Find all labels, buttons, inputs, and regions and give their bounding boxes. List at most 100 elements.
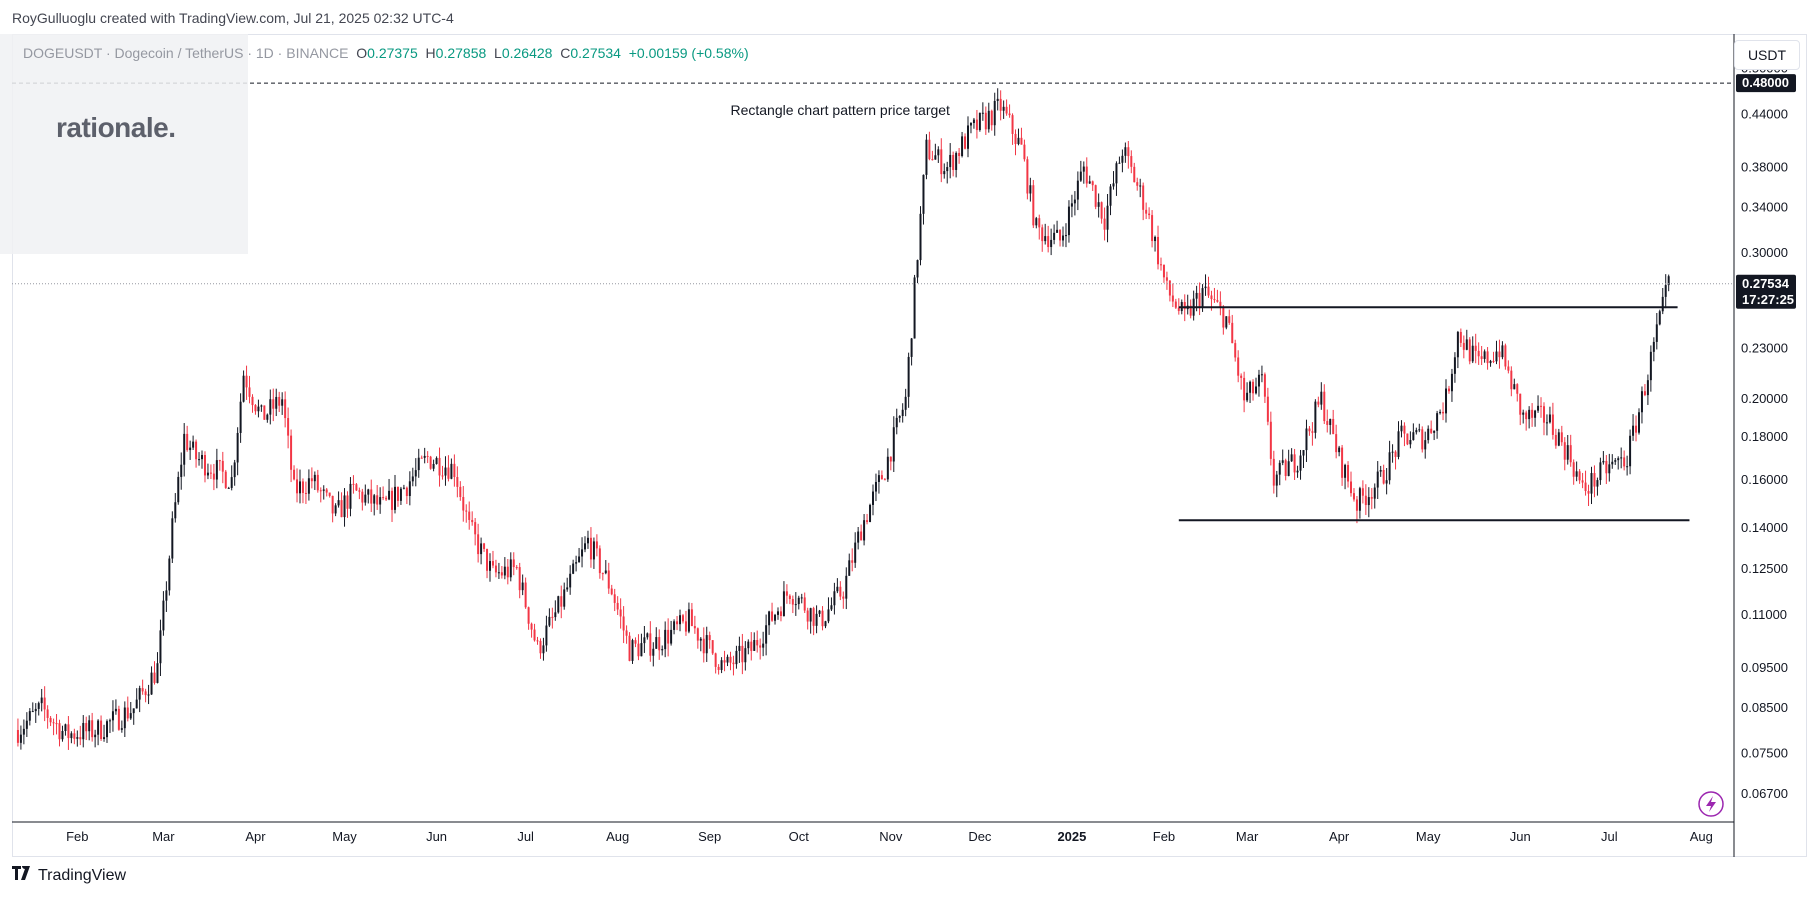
- candle-body: [589, 537, 592, 560]
- candle-body: [827, 609, 830, 622]
- candle-body: [631, 640, 634, 661]
- candle-body: [782, 591, 785, 617]
- candle-body: [1088, 181, 1091, 184]
- candle-body: [1237, 357, 1240, 376]
- candle-body: [527, 607, 530, 624]
- candle-body: [964, 136, 967, 149]
- candle-body: [533, 629, 536, 641]
- currency-button[interactable]: USDT: [1734, 40, 1800, 70]
- candle-body: [711, 640, 714, 654]
- candle-body: [1127, 147, 1130, 157]
- candle-body: [1157, 236, 1160, 265]
- candle-body: [1281, 460, 1284, 463]
- candle-body: [1605, 460, 1608, 474]
- candle-body: [690, 609, 693, 627]
- candle-body: [542, 645, 545, 654]
- candle-body: [1124, 147, 1127, 156]
- candle-body: [483, 543, 486, 549]
- price-tick-label: 0.08500: [1741, 700, 1788, 715]
- candle-body: [806, 610, 809, 622]
- candle-body: [94, 734, 97, 738]
- candle-body: [85, 722, 88, 732]
- candle-body: [551, 616, 554, 618]
- candle-body: [1308, 428, 1311, 432]
- candle-body: [883, 479, 886, 481]
- candle-body: [1450, 373, 1453, 392]
- candle-body: [301, 481, 304, 493]
- candle-body: [604, 570, 607, 574]
- time-tick-label: Aug: [606, 829, 629, 844]
- candle-body: [744, 648, 747, 663]
- candle-body: [681, 615, 684, 622]
- chart-credit: RoyGulluoglu created with TradingView.co…: [12, 10, 454, 26]
- candle-body: [1272, 458, 1275, 486]
- candle-body: [1347, 464, 1350, 482]
- candle-body: [1344, 464, 1347, 478]
- tradingview-footer[interactable]: TradingView: [12, 863, 127, 885]
- price-tick-label: 0.14000: [1741, 520, 1788, 535]
- candle-body: [70, 733, 73, 739]
- candle-body: [1412, 432, 1415, 441]
- tradingview-brand: TradingView: [38, 866, 127, 884]
- candle-body: [171, 518, 174, 559]
- candle-body: [1148, 213, 1151, 216]
- candle-body: [854, 542, 857, 563]
- candle-body: [284, 399, 287, 419]
- candle-body: [37, 703, 40, 709]
- candle-body: [1602, 460, 1605, 463]
- candle-body: [100, 720, 103, 739]
- price-tag-box: [1736, 274, 1796, 309]
- symbol-name: DOGEUSDT · Dogecoin / TetherUS · 1D · BI…: [23, 45, 349, 61]
- price-tick-label: 0.20000: [1741, 391, 1788, 406]
- candle-body: [1447, 388, 1450, 392]
- candle-body: [1534, 410, 1537, 418]
- candle-body: [714, 653, 717, 667]
- lightning-icon[interactable]: [1698, 791, 1724, 817]
- time-tick-label: Jul: [1601, 829, 1618, 844]
- price-tick-label: 0.12500: [1741, 561, 1788, 576]
- candle-body: [414, 470, 417, 477]
- candle-body: [420, 457, 423, 459]
- candle-body: [851, 560, 854, 563]
- candle-body: [391, 490, 394, 510]
- candle-body: [411, 476, 414, 482]
- candle-body: [765, 625, 768, 644]
- candle-body: [726, 656, 729, 663]
- candle-body: [272, 399, 275, 409]
- candle-body: [1584, 482, 1587, 491]
- candle-body: [1566, 445, 1569, 460]
- candle-body: [1269, 421, 1272, 459]
- candle-body: [34, 708, 37, 712]
- candle-body: [1243, 377, 1246, 401]
- candle-body: [937, 149, 940, 156]
- candle-body: [123, 707, 126, 729]
- candle-body: [435, 457, 438, 464]
- candle-body: [189, 447, 192, 451]
- candle-body: [108, 720, 111, 722]
- logo-panel: [0, 34, 248, 254]
- candle-body: [132, 708, 135, 714]
- candle-body: [1456, 331, 1459, 358]
- candle-body: [1290, 454, 1293, 462]
- candle-body: [444, 467, 447, 476]
- candle-body: [97, 720, 100, 735]
- candle-body: [162, 600, 165, 631]
- candle-body: [1165, 277, 1168, 281]
- candle-body: [622, 616, 625, 631]
- candle-body: [1228, 316, 1231, 323]
- candle-body: [230, 477, 233, 488]
- candle-body: [1073, 199, 1076, 204]
- symbol-legend: DOGEUSDT · Dogecoin / TetherUS · 1D · BI…: [23, 45, 749, 61]
- candle-body: [625, 630, 628, 636]
- candle-body: [396, 486, 399, 501]
- candle-body: [239, 401, 242, 433]
- candle-body: [322, 489, 325, 491]
- candle-body: [1133, 166, 1136, 183]
- candle-body: [679, 615, 682, 625]
- candle-body: [1640, 391, 1643, 413]
- candle-body: [209, 472, 212, 474]
- candle-body: [1652, 341, 1655, 352]
- candle-body: [584, 543, 587, 550]
- candle-body: [934, 155, 937, 160]
